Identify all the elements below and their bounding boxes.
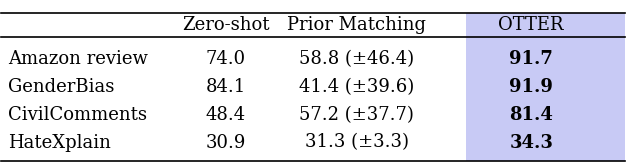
- Text: 84.1: 84.1: [205, 78, 246, 96]
- Text: 30.9: 30.9: [205, 134, 246, 152]
- Text: 48.4: 48.4: [206, 106, 246, 124]
- Text: 91.7: 91.7: [509, 50, 553, 68]
- Text: 41.4 (±39.6): 41.4 (±39.6): [299, 78, 414, 96]
- FancyBboxPatch shape: [466, 13, 625, 161]
- Text: 31.3 (±3.3): 31.3 (±3.3): [305, 134, 409, 152]
- Text: Zero-shot: Zero-shot: [182, 16, 270, 34]
- Text: CivilComments: CivilComments: [8, 106, 146, 124]
- Text: OTTER: OTTER: [498, 16, 564, 34]
- Text: Prior Matching: Prior Matching: [287, 16, 426, 34]
- Text: 57.2 (±37.7): 57.2 (±37.7): [299, 106, 414, 124]
- Text: HateXplain: HateXplain: [8, 134, 111, 152]
- Text: 34.3: 34.3: [509, 134, 553, 152]
- Text: Amazon review: Amazon review: [8, 50, 148, 68]
- Text: 58.8 (±46.4): 58.8 (±46.4): [299, 50, 414, 68]
- Text: 74.0: 74.0: [206, 50, 246, 68]
- Text: 91.9: 91.9: [509, 78, 553, 96]
- Text: GenderBias: GenderBias: [8, 78, 114, 96]
- Text: 81.4: 81.4: [509, 106, 553, 124]
